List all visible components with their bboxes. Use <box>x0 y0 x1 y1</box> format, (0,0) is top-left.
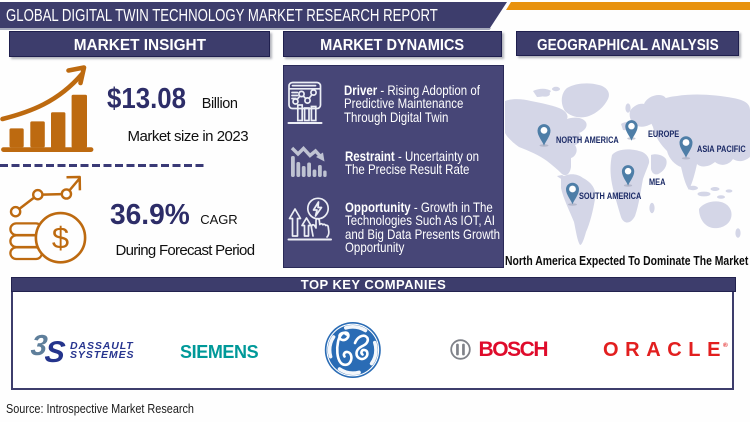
svg-text:$: $ <box>52 221 69 256</box>
